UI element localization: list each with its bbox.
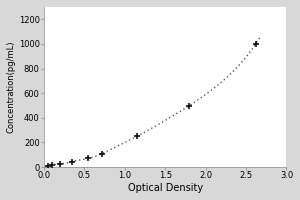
X-axis label: Optical Density: Optical Density <box>128 183 203 193</box>
Y-axis label: Concentration(pg/mL): Concentration(pg/mL) <box>7 41 16 133</box>
